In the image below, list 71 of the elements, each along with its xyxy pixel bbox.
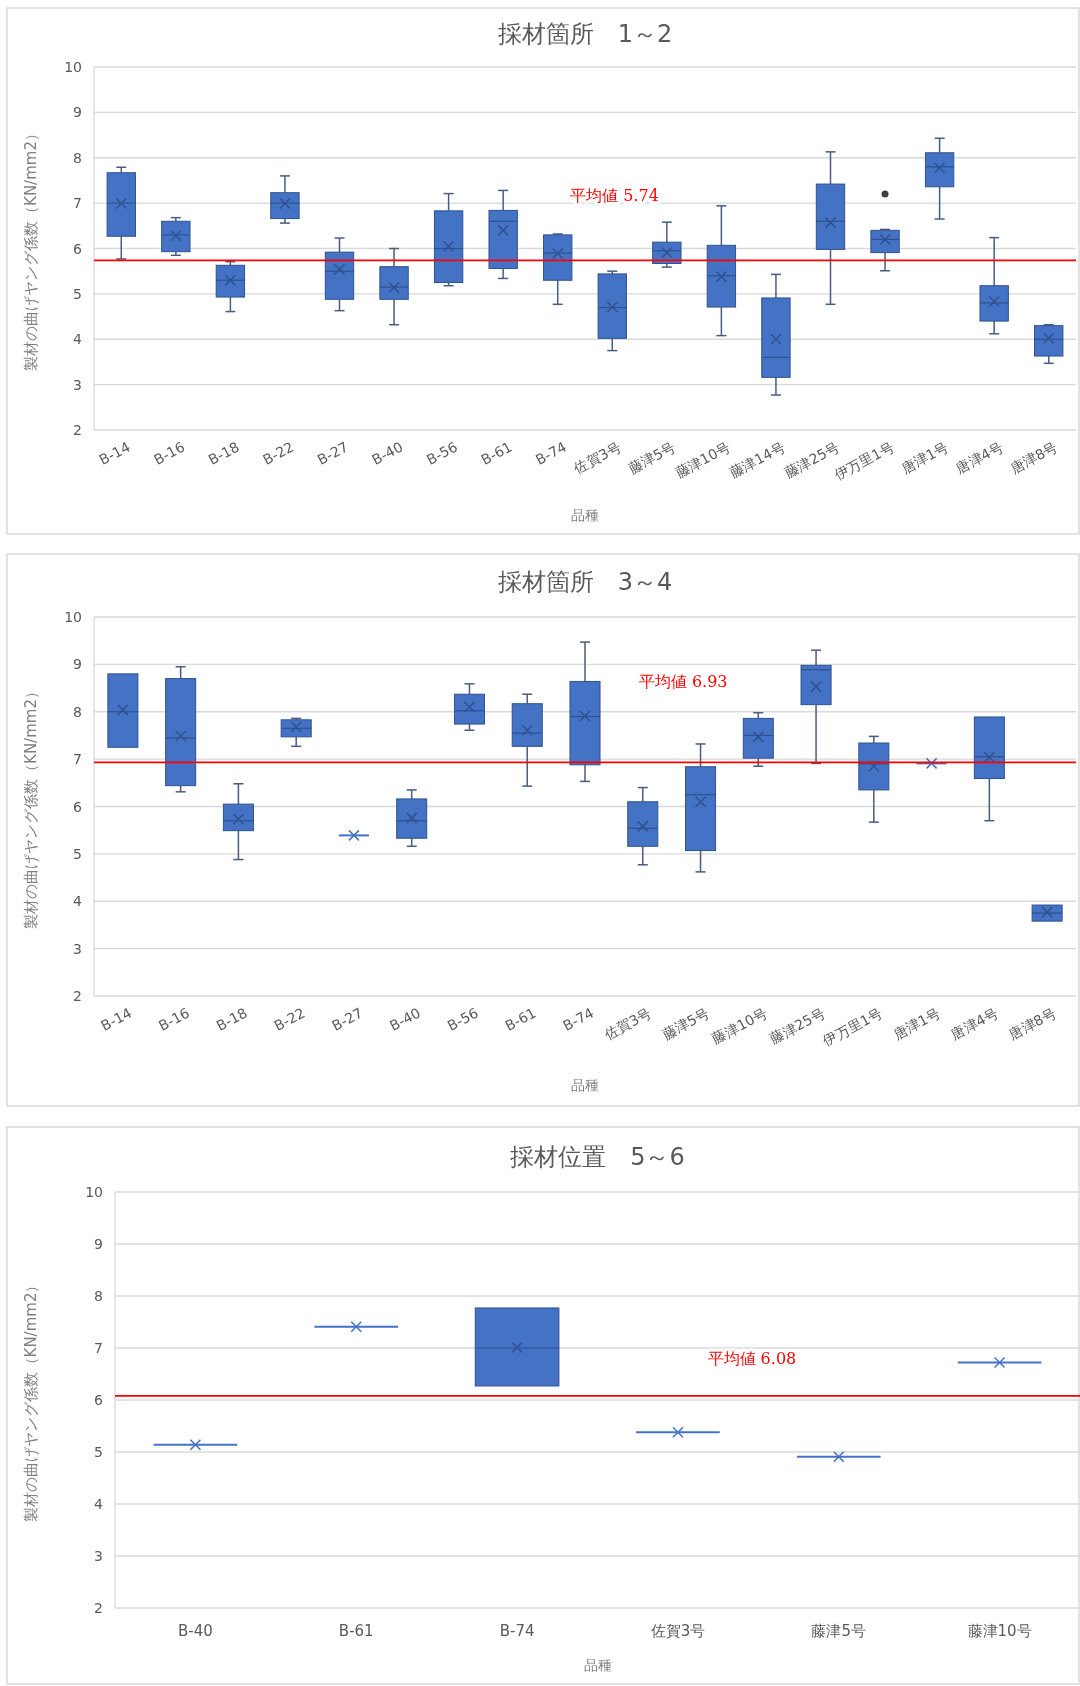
x-tick-label: B-16 bbox=[151, 438, 188, 468]
x-tick-label: 藤津10号 bbox=[709, 1004, 770, 1047]
y-tick-label: 6 bbox=[73, 798, 83, 815]
chart-title: 採材位置 5～6 bbox=[510, 1143, 685, 1171]
x-tick-label: B-61 bbox=[478, 438, 515, 468]
y-tick-label: 10 bbox=[64, 609, 82, 625]
y-axis-title: 製材の曲げヤング係数（KN/mm2） bbox=[22, 1277, 40, 1523]
y-tick-label: 9 bbox=[94, 1236, 103, 1252]
x-tick-label: B-18 bbox=[205, 438, 242, 468]
x-axis-title: 品種 bbox=[583, 1657, 612, 1673]
x-tick-label: 佐賀3号 bbox=[571, 438, 624, 477]
x-tick-label: B-14 bbox=[98, 1004, 135, 1034]
x-axis-title: 品種 bbox=[571, 507, 599, 523]
x-tick-label: B-40 bbox=[386, 1004, 424, 1034]
x-tick-label: 藤津5号 bbox=[811, 1622, 867, 1640]
y-tick-label: 7 bbox=[73, 751, 82, 768]
y-tick-label: 2 bbox=[73, 422, 82, 438]
y-tick-label: 7 bbox=[73, 195, 82, 212]
x-tick-label: B-40 bbox=[178, 1622, 213, 1640]
x-tick-label: B-14 bbox=[96, 438, 133, 468]
x-axis-title: 品種 bbox=[571, 1077, 599, 1093]
x-tick-label: B-16 bbox=[155, 1004, 193, 1034]
x-tick-label: B-74 bbox=[560, 1004, 597, 1034]
x-tick-label: B-22 bbox=[260, 438, 297, 468]
x-tick-label: B-56 bbox=[423, 438, 461, 468]
y-tick-label: 7 bbox=[94, 1340, 103, 1356]
ref-line-label: 平均値 5.74 bbox=[570, 186, 659, 206]
x-tick-label: 唐津4号 bbox=[953, 438, 1006, 477]
y-tick-label: 5 bbox=[94, 1444, 103, 1460]
y-tick-label: 5 bbox=[73, 845, 82, 862]
ref-line-label: 平均値 6.08 bbox=[707, 1348, 797, 1368]
x-tick-label: 佐賀3号 bbox=[650, 1622, 706, 1640]
y-tick-label: 10 bbox=[64, 59, 82, 75]
y-tick-label: 4 bbox=[73, 893, 83, 910]
y-tick-label: 8 bbox=[73, 149, 82, 166]
y-tick-label: 6 bbox=[94, 1392, 104, 1408]
y-tick-label: 3 bbox=[73, 376, 82, 393]
y-tick-label: 8 bbox=[94, 1288, 103, 1304]
x-tick-label: 唐津1号 bbox=[898, 438, 952, 477]
x-tick-label: B-61 bbox=[338, 1622, 374, 1640]
x-tick-label: B-22 bbox=[271, 1004, 308, 1034]
y-tick-label: 5 bbox=[73, 285, 82, 302]
y-tick-label: 10 bbox=[85, 1184, 103, 1200]
y-axis-title: 製材の曲げヤング係数（KN/mm2） bbox=[22, 126, 40, 371]
x-tick-label: B-18 bbox=[213, 1004, 250, 1034]
x-tick-label: 唐津8号 bbox=[1006, 1004, 1059, 1043]
y-tick-label: 2 bbox=[94, 1600, 103, 1616]
x-tick-label: B-40 bbox=[369, 438, 406, 468]
y-tick-label: 9 bbox=[73, 104, 82, 121]
x-tick-label: 藤津5号 bbox=[659, 1004, 712, 1043]
chart-title: 採材箇所 1～2 bbox=[497, 20, 673, 48]
ref-line-label: 平均値 6.93 bbox=[638, 671, 728, 691]
y-tick-label: 6 bbox=[73, 240, 83, 257]
x-tick-label: 唐津1号 bbox=[890, 1004, 943, 1043]
x-tick-label: 藤津10号 bbox=[967, 1622, 1032, 1640]
x-tick-label: 唐津4号 bbox=[948, 1004, 1001, 1043]
y-tick-label: 4 bbox=[73, 331, 83, 348]
y-axis-title: 製材の曲げヤング係数（KN/mm2） bbox=[22, 684, 40, 929]
y-tick-label: 3 bbox=[73, 940, 82, 957]
y-tick-label: 8 bbox=[73, 703, 82, 720]
x-tick-label: 佐賀3号 bbox=[601, 1004, 655, 1043]
x-tick-label: B-74 bbox=[532, 438, 570, 468]
y-tick-label: 4 bbox=[94, 1496, 104, 1512]
x-tick-label: 唐津8号 bbox=[1007, 438, 1061, 477]
y-tick-label: 3 bbox=[94, 1548, 103, 1564]
y-tick-label: 9 bbox=[73, 656, 82, 673]
x-tick-label: B-61 bbox=[502, 1004, 539, 1034]
chart-title: 採材箇所 3～4 bbox=[497, 568, 673, 596]
x-tick-label: B-56 bbox=[444, 1004, 481, 1034]
y-tick-label: 2 bbox=[73, 988, 82, 1004]
x-tick-label: B-74 bbox=[499, 1622, 535, 1640]
